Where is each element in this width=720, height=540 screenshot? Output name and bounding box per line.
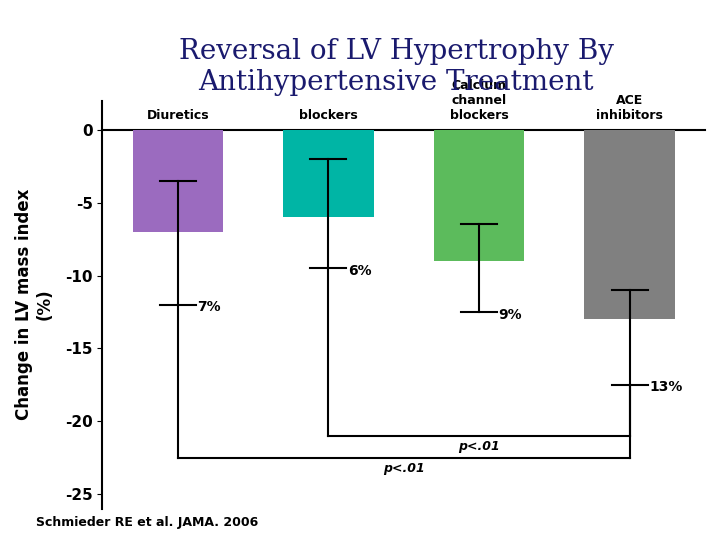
Text: p<.01: p<.01 bbox=[458, 440, 500, 453]
Text: 7%: 7% bbox=[197, 300, 221, 314]
Text: Diuretics: Diuretics bbox=[146, 110, 209, 123]
Text: MEDICAL CENTER: MEDICAL CENTER bbox=[32, 44, 127, 54]
Text: Schmieder RE et al. JAMA. 2006: Schmieder RE et al. JAMA. 2006 bbox=[36, 516, 258, 529]
Y-axis label: Change in LV mass index
(%): Change in LV mass index (%) bbox=[15, 189, 54, 420]
Text: Reversal of LV Hypertrophy By
Antihypertensive Treatment: Reversal of LV Hypertrophy By Antihypert… bbox=[179, 38, 613, 96]
Text: ACE
inhibitors: ACE inhibitors bbox=[596, 94, 663, 123]
Text: blockers: blockers bbox=[299, 110, 358, 123]
Bar bbox=[132, 130, 223, 232]
Text: 13%: 13% bbox=[649, 381, 683, 395]
Bar bbox=[585, 130, 675, 319]
Text: p<.01: p<.01 bbox=[383, 462, 425, 475]
Text: RUSH UNIVERSITY: RUSH UNIVERSITY bbox=[30, 23, 129, 33]
Text: Calcium
channel
blockers: Calcium channel blockers bbox=[450, 79, 508, 123]
Bar bbox=[434, 130, 524, 261]
Text: 9%: 9% bbox=[499, 308, 522, 322]
Text: 6%: 6% bbox=[348, 264, 372, 278]
Bar bbox=[283, 130, 374, 217]
